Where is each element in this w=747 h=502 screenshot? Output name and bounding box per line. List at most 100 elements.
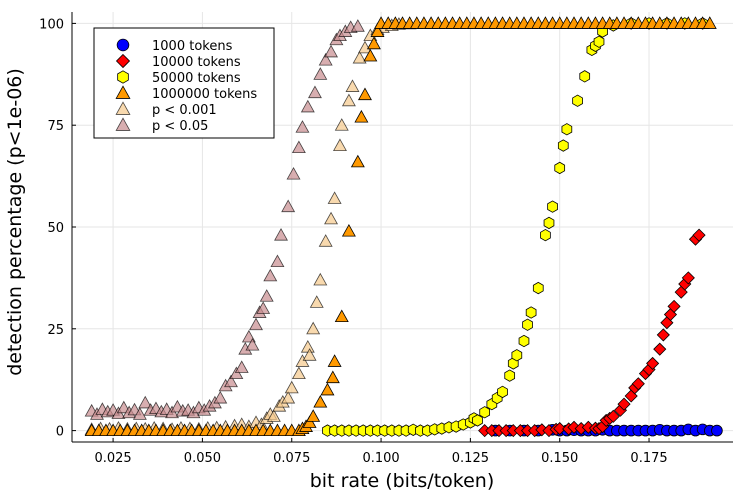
x-tick-label: 0.075	[273, 451, 310, 466]
legend-marker	[115, 53, 131, 69]
data-point	[302, 348, 317, 361]
data-point	[309, 295, 324, 308]
data-point	[224, 374, 238, 388]
data-point	[579, 70, 591, 83]
data-point	[711, 424, 723, 437]
data-point	[327, 191, 342, 204]
data-point	[284, 380, 299, 394]
data-point	[504, 369, 516, 382]
data-point	[334, 118, 349, 131]
data-point	[553, 421, 567, 436]
data-point	[281, 390, 296, 404]
legend-marker	[115, 117, 131, 131]
data-point	[631, 377, 645, 391]
data-point	[358, 87, 372, 101]
data-point	[350, 19, 365, 32]
data-point	[286, 166, 301, 180]
data-point	[692, 228, 706, 242]
data-point	[511, 349, 523, 362]
data-point	[266, 409, 281, 422]
legend-label: p < 0.001	[152, 103, 217, 118]
y-tick-label: 75	[47, 119, 64, 134]
data-point	[320, 382, 335, 396]
y-axis-label: detection percentage (p<1e-06)	[4, 68, 26, 376]
series-p-0-05	[84, 19, 365, 420]
data-point	[497, 385, 508, 399]
x-tick-label: 0.050	[184, 451, 221, 466]
data-point	[313, 67, 328, 80]
data-point	[702, 16, 717, 29]
data-point	[606, 409, 620, 423]
data-point	[572, 94, 583, 107]
data-point	[306, 409, 321, 422]
x-tick-label: 0.100	[362, 451, 399, 466]
data-point	[307, 85, 322, 99]
data-point	[561, 123, 573, 136]
data-point	[667, 299, 681, 313]
data-point	[341, 223, 356, 237]
data-point	[291, 366, 306, 380]
data-point	[656, 328, 670, 342]
data-point	[352, 50, 367, 64]
data-point	[334, 309, 349, 323]
y-tick-label: 100	[39, 17, 64, 32]
data-point	[213, 390, 228, 404]
data-point	[324, 211, 339, 225]
data-point	[350, 154, 365, 168]
data-point	[354, 109, 369, 123]
data-point	[366, 36, 381, 50]
data-point	[593, 35, 605, 48]
data-point	[302, 415, 317, 428]
data-point	[318, 52, 333, 66]
data-point	[256, 301, 271, 314]
data-point	[525, 306, 537, 319]
legend-label: 1000 tokens	[152, 39, 233, 54]
x-tick-label: 0.125	[452, 451, 489, 466]
legend-label: p < 0.05	[152, 119, 208, 134]
series-10000-tokens	[478, 228, 706, 438]
data-point	[313, 394, 328, 408]
data-point	[370, 24, 385, 37]
y-axis-ticks: 0 25 50 75 100	[39, 17, 76, 440]
legend-marker	[115, 101, 131, 115]
x-tick-label: 0.025	[94, 451, 131, 466]
y-tick-label: 50	[47, 221, 64, 236]
legend-label: 50000 tokens	[152, 71, 241, 86]
x-axis-ticks: 0.025 0.050 0.075 0.100 0.125 0.150 0.175	[94, 438, 668, 466]
x-tick-label: 0.150	[541, 451, 578, 466]
data-point	[327, 354, 342, 367]
data-point	[300, 339, 315, 353]
data-point	[281, 199, 296, 213]
data-point	[274, 228, 288, 241]
data-point	[532, 281, 544, 295]
data-point	[518, 334, 530, 348]
legend-label: 10000 tokens	[152, 55, 241, 70]
legend-label: 1000000 tokens	[152, 87, 257, 102]
data-point	[324, 44, 339, 58]
data-point	[295, 354, 310, 367]
data-point	[249, 317, 263, 331]
data-point	[363, 48, 378, 62]
data-point	[234, 360, 249, 373]
data-point	[318, 234, 333, 247]
legend-marker	[117, 70, 129, 84]
data-point	[540, 228, 551, 242]
y-tick-label: 0	[56, 425, 64, 440]
y-tick-label: 25	[47, 323, 64, 338]
data-point	[341, 93, 356, 107]
data-point	[229, 366, 244, 380]
data-point	[245, 337, 260, 351]
series-1000000-tokens	[84, 16, 717, 437]
data-point	[554, 161, 566, 175]
x-axis-label: bit rate (bits/token)	[310, 470, 495, 492]
data-point	[291, 140, 306, 154]
data-point	[270, 254, 285, 268]
data-point	[325, 370, 340, 384]
data-point	[617, 397, 631, 411]
data-point	[345, 79, 360, 92]
data-point	[138, 395, 153, 409]
legend-marker	[116, 38, 130, 52]
data-point	[646, 356, 660, 370]
